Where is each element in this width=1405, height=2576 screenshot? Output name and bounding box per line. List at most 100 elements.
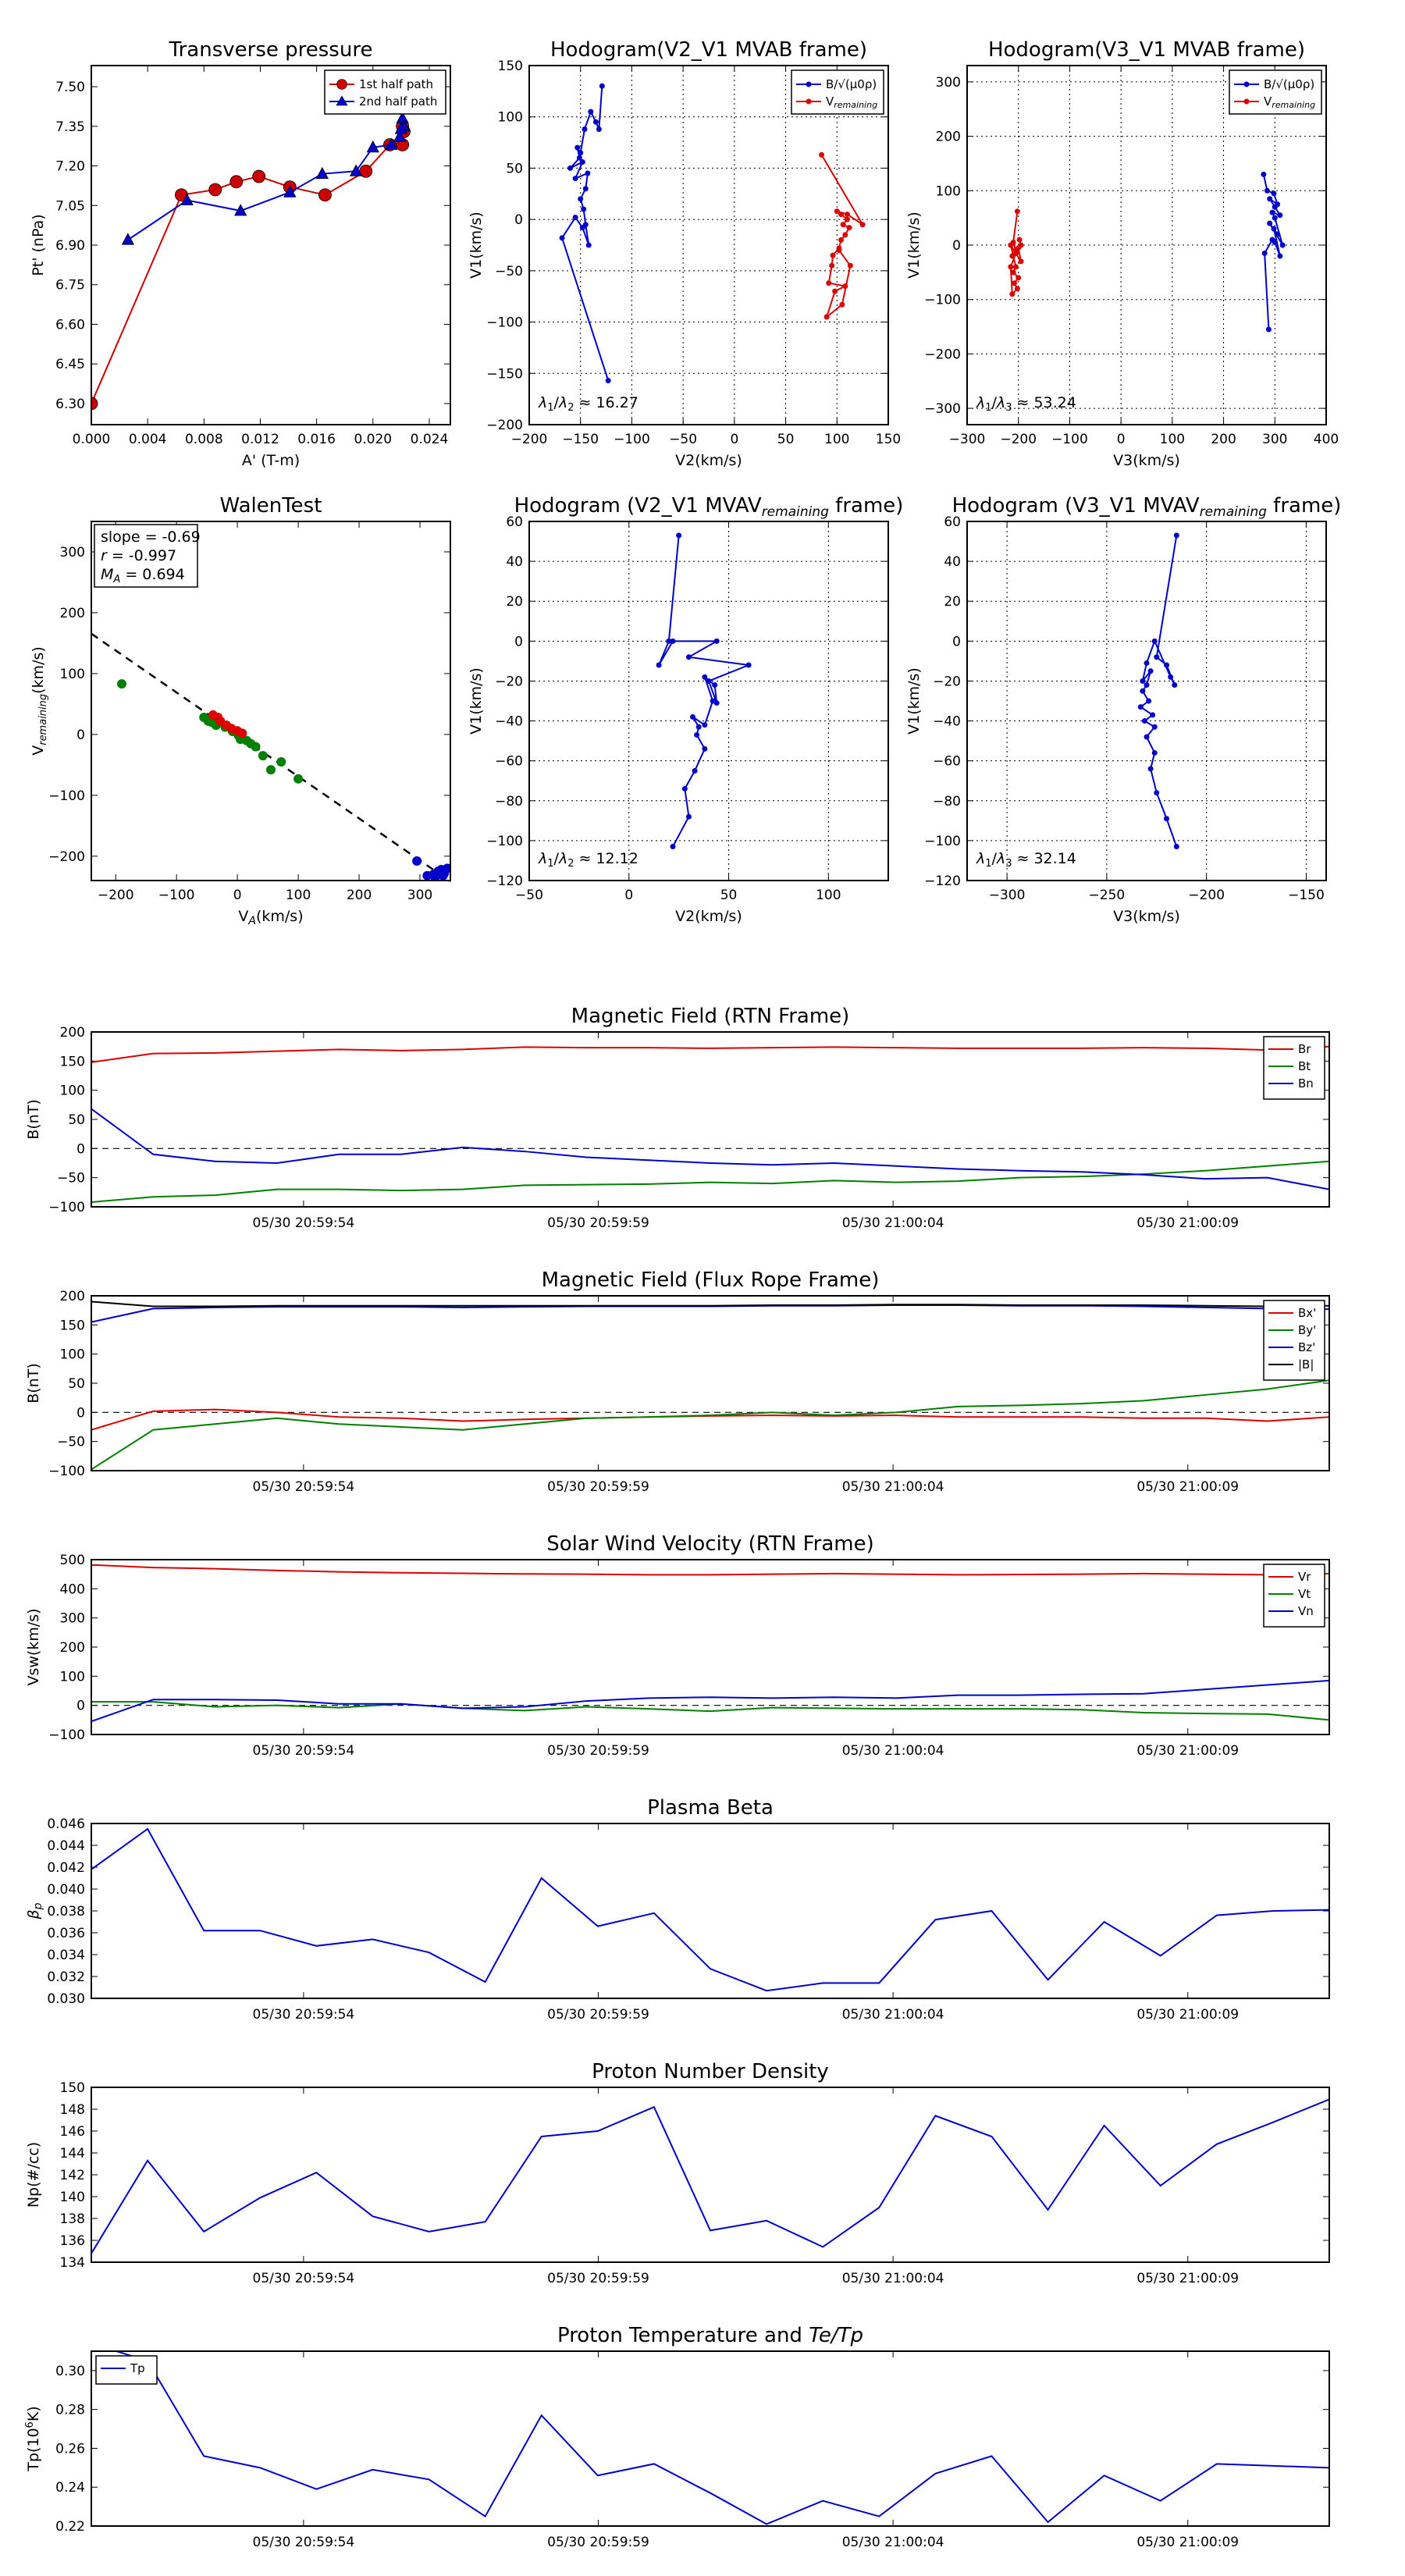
data-point — [567, 165, 574, 171]
y-tick-label: −50 — [57, 1435, 85, 1450]
data-point — [588, 109, 594, 115]
y-axis-label: Tp(106K) — [24, 2406, 42, 2471]
y-tick-label: 0.040 — [47, 1882, 85, 1898]
data-point — [1173, 532, 1179, 539]
legend-label: Bn — [1298, 1076, 1314, 1091]
legend-label: Bz' — [1298, 1340, 1315, 1354]
data-point — [1272, 240, 1278, 246]
data-point — [1172, 682, 1178, 688]
x-tick-label: 0 — [233, 888, 242, 903]
x-tick-label: 05/30 20:59:54 — [253, 2271, 355, 2286]
y-tick-label: −60 — [933, 754, 961, 770]
stats-text: slope = -0.69 — [101, 528, 201, 546]
data-point — [213, 713, 223, 723]
data-point — [1010, 269, 1016, 276]
data-point — [1271, 190, 1277, 197]
y-tick-label: 200 — [60, 1640, 85, 1656]
x-tick-label: 05/30 21:00:04 — [842, 1743, 944, 1759]
y-tick-label: 146 — [60, 2124, 85, 2140]
y-tick-label: 500 — [60, 1553, 85, 1568]
y-tick-label: 20 — [506, 594, 523, 610]
data-point — [293, 774, 304, 784]
data-point — [690, 713, 696, 720]
data-point — [670, 638, 676, 644]
chart-title: Proton Temperature and Te/Tp — [557, 2324, 863, 2347]
data-point — [1150, 712, 1156, 718]
legend-marker — [806, 81, 812, 87]
series-group — [656, 532, 752, 850]
y-tick-label: −200 — [48, 849, 85, 865]
x-tick-label: −100 — [1051, 432, 1088, 447]
x-tick-label: 0.016 — [297, 432, 336, 447]
legend-label: Br — [1298, 1042, 1311, 1056]
y-tick-label: 100 — [936, 183, 961, 199]
plot-frame — [91, 1295, 1330, 1471]
y-tick-label: 0 — [76, 1405, 85, 1421]
series-group — [116, 679, 450, 881]
data-point — [559, 235, 565, 241]
y-tick-label: 50 — [68, 1112, 85, 1128]
eigenvalue-ratio: λ1/λ2 ≈ 12.12 — [538, 850, 638, 870]
series-line-Vn — [91, 1679, 1329, 1723]
data-point — [692, 767, 698, 774]
x-axis-label: VA(km/s) — [238, 908, 303, 927]
data-point — [838, 212, 845, 218]
y-tick-label: 0.22 — [55, 2519, 85, 2535]
x-tick-label: 05/30 20:59:59 — [547, 1215, 649, 1231]
x-tick-label: −150 — [1288, 888, 1325, 903]
eigenvalue-ratio: λ1/λ3 ≈ 32.14 — [976, 850, 1076, 870]
data-point — [685, 813, 692, 820]
data-point — [839, 301, 845, 308]
data-point — [829, 262, 835, 269]
legend-label: Bt — [1298, 1059, 1311, 1073]
data-point — [823, 314, 830, 320]
data-point — [208, 183, 222, 197]
x-tick-label: 05/30 20:59:54 — [253, 1479, 355, 1495]
y-tick-label: −40 — [933, 714, 961, 730]
y-tick-label: 150 — [498, 59, 523, 74]
plot-frame — [91, 1559, 1330, 1735]
data-point — [1151, 724, 1158, 730]
y-tick-label: −100 — [486, 834, 523, 849]
chart-title: Magnetic Field (Flux Rope Frame) — [542, 1268, 880, 1292]
legend-label: 2nd half path — [359, 94, 437, 109]
y-axis-label: V1(km/s) — [905, 667, 923, 735]
legend-box — [1229, 69, 1322, 115]
x-tick-label: 0.008 — [185, 432, 223, 447]
data-point — [266, 765, 276, 775]
y-tick-label: 0 — [952, 634, 961, 649]
data-point — [234, 204, 247, 216]
x-tick-label: 05/30 20:59:59 — [547, 1743, 649, 1759]
panel-magnetic_field_flux_rope: 05/30 20:59:54 05/30 20:59:59 05/30 21:00:… — [25, 1268, 1330, 1495]
series-line-|B| — [91, 1300, 1329, 1308]
data-point — [695, 724, 702, 730]
legend-marker — [336, 79, 347, 90]
x-tick-label: −150 — [562, 432, 599, 447]
data-point — [599, 83, 605, 89]
data-point — [1144, 682, 1150, 688]
y-tick-label: 0 — [76, 1699, 85, 1714]
data-point — [1271, 226, 1277, 232]
x-tick-label: 300 — [407, 888, 432, 903]
series-group — [91, 1045, 1329, 1204]
y-axis-label: Vsw(km/s) — [25, 1608, 42, 1685]
data-point — [712, 682, 718, 688]
plot-frame — [91, 1823, 1330, 1999]
y-tick-label: 0.038 — [47, 1904, 85, 1920]
data-point — [1279, 242, 1286, 248]
y-axis-label: B(nT) — [25, 1363, 42, 1404]
series-line-By' — [91, 1379, 1329, 1471]
legend-label: Vr — [1298, 1570, 1311, 1584]
y-tick-label: −100 — [924, 834, 961, 849]
series-group — [91, 1300, 1329, 1471]
chart-title: Magnetic Field (RTN Frame) — [571, 1005, 850, 1028]
x-tick-label: 05/30 21:00:09 — [1136, 1743, 1239, 1759]
data-point — [1275, 231, 1281, 237]
panel-hodogram_v2v1_mvab: −200 −150 −100 −50 0 50 100 150 −200 −150 −100 −50 0… — [468, 38, 901, 469]
y-tick-label: 134 — [60, 2255, 85, 2271]
y-tick-label: 200 — [60, 1025, 85, 1041]
data-point — [572, 215, 578, 221]
data-point — [1147, 766, 1154, 772]
y-tick-label: 0 — [76, 1141, 85, 1157]
x-tick-label: 05/30 20:59:59 — [547, 2007, 649, 2023]
